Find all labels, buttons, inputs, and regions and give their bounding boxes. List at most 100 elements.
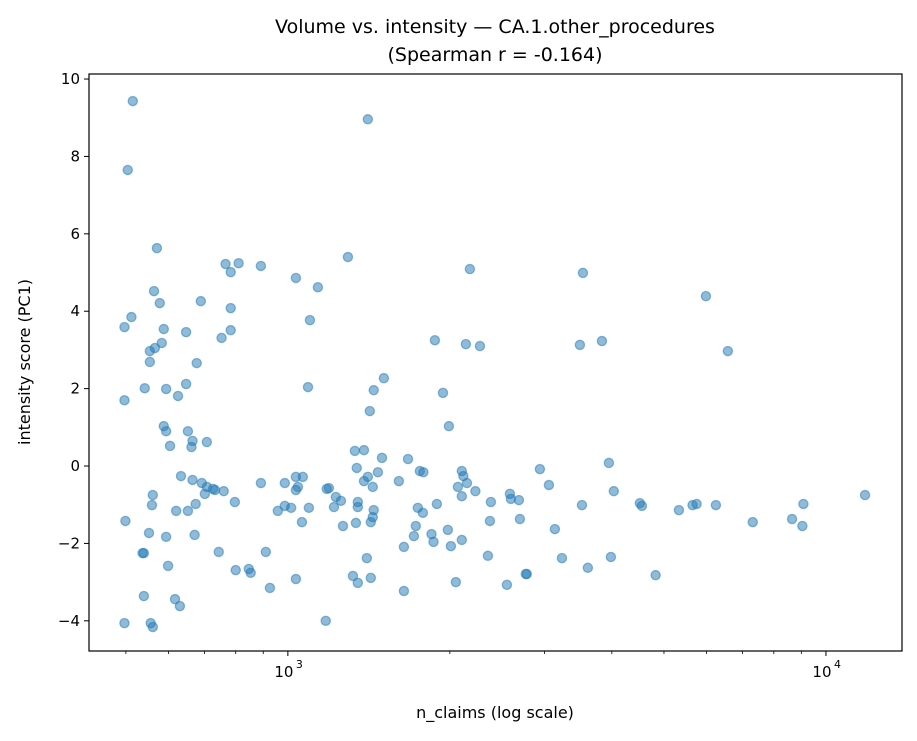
data-point <box>175 470 187 482</box>
data-point <box>209 484 221 496</box>
data-point <box>534 463 546 475</box>
data-point <box>233 257 244 269</box>
data-point <box>747 516 758 528</box>
data-point <box>437 387 449 399</box>
x-tick-label: 10 <box>812 663 831 681</box>
data-point <box>402 453 414 465</box>
data-point <box>172 390 184 402</box>
data-point <box>335 495 347 507</box>
data-point <box>418 466 429 478</box>
data-point <box>577 267 589 279</box>
data-point <box>456 534 468 546</box>
data-point <box>443 420 455 432</box>
y-tick-label: −2 <box>58 534 80 552</box>
data-point <box>138 590 150 602</box>
data-point <box>290 573 302 585</box>
data-point <box>673 504 685 516</box>
data-point <box>797 520 808 532</box>
data-point <box>199 488 211 500</box>
data-point <box>521 568 533 580</box>
data-point <box>347 570 359 582</box>
data-point <box>218 485 229 497</box>
data-point <box>691 498 702 510</box>
data-point <box>722 345 734 357</box>
data-point <box>225 266 236 278</box>
data-point <box>328 501 340 513</box>
data-point <box>230 564 241 576</box>
data-point <box>464 263 476 275</box>
data-point <box>189 529 200 541</box>
data-point <box>501 579 513 591</box>
data-point <box>456 490 468 502</box>
data-point <box>195 295 207 307</box>
y-tick-label: 0 <box>70 457 80 475</box>
data-point <box>303 502 315 514</box>
plot-frame <box>88 73 903 652</box>
data-point <box>362 114 374 125</box>
data-point <box>320 615 331 627</box>
data-point <box>410 520 422 532</box>
data-point <box>361 552 373 564</box>
data-point <box>350 517 362 529</box>
points-layer <box>119 95 871 633</box>
data-point <box>160 531 172 543</box>
data-point <box>285 502 297 514</box>
data-point <box>351 462 363 474</box>
data-point <box>398 585 410 597</box>
data-point <box>260 546 272 558</box>
x-axis-label: n_claims (log scale) <box>416 703 574 723</box>
data-point <box>582 562 594 574</box>
data-point <box>302 381 314 393</box>
y-tick-label: 4 <box>70 302 80 320</box>
data-point <box>154 297 166 309</box>
data-point <box>408 530 420 542</box>
data-point <box>323 482 335 494</box>
data-point <box>120 515 131 527</box>
data-point <box>372 466 384 478</box>
data-point <box>144 345 156 357</box>
data-point <box>549 523 561 535</box>
data-point <box>786 513 798 525</box>
data-point <box>574 339 586 351</box>
data-point <box>290 484 302 496</box>
y-tick-label: 10 <box>61 70 80 88</box>
data-point <box>201 436 213 448</box>
data-point <box>312 281 324 293</box>
data-point <box>213 546 225 558</box>
data-point <box>461 477 473 489</box>
data-point <box>225 324 236 336</box>
y-tick-label: 6 <box>70 225 80 243</box>
data-point <box>605 551 617 563</box>
data-point <box>146 499 158 511</box>
data-point <box>445 540 457 552</box>
data-point <box>352 501 364 513</box>
data-point <box>352 577 364 589</box>
data-point <box>429 334 441 346</box>
data-point <box>143 527 155 539</box>
data-point <box>398 541 410 553</box>
data-point <box>174 600 186 612</box>
data-point <box>368 384 379 396</box>
data-point <box>358 475 370 487</box>
y-axis-label: intensity score (PC1) <box>15 279 34 445</box>
data-point <box>180 378 192 390</box>
data-point <box>484 515 496 527</box>
data-point <box>514 513 526 525</box>
data-point <box>139 382 150 394</box>
data-point <box>596 335 608 347</box>
data-point <box>417 507 429 519</box>
data-point <box>156 337 168 349</box>
data-point <box>376 452 388 464</box>
data-point <box>151 242 163 254</box>
data-point <box>367 481 379 493</box>
data-point <box>264 582 276 594</box>
data-point <box>138 547 150 559</box>
data-point <box>182 425 194 437</box>
data-point <box>513 494 525 506</box>
data-point <box>187 474 198 486</box>
data-point <box>608 485 620 497</box>
data-point <box>255 477 267 489</box>
data-point <box>158 323 170 335</box>
data-point <box>255 260 267 272</box>
